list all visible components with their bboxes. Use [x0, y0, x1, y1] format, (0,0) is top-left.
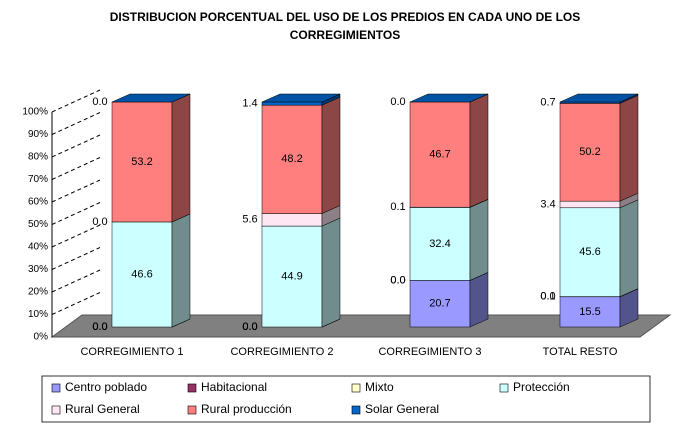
legend-swatch	[51, 383, 61, 393]
data-label: 0.0	[92, 321, 107, 333]
data-label: 0.7	[540, 97, 555, 109]
bar-top	[559, 93, 639, 103]
data-label: 1.4	[242, 97, 257, 109]
legend-label: Protección	[513, 380, 570, 394]
data-label: 53.2	[131, 156, 152, 168]
data-label: 0.1	[390, 201, 405, 213]
data-label: 0.0	[242, 321, 257, 333]
legend-box	[41, 375, 651, 423]
legend-swatch	[187, 383, 197, 393]
bar-segment	[409, 280, 471, 328]
y-tick-label: 50%	[28, 219, 48, 230]
bar-side	[321, 96, 341, 214]
legend-swatch	[499, 383, 509, 393]
grid-line	[51, 269, 101, 293]
data-label: 3.4	[540, 198, 555, 210]
x-tick-label: CORREGIMIENTO 3	[378, 346, 481, 358]
bar-side	[469, 271, 489, 328]
data-label: 0.0	[390, 274, 405, 286]
grid-line	[51, 224, 101, 248]
data-label: 48.2	[281, 153, 302, 165]
grid-line	[51, 134, 101, 158]
bar-side	[321, 217, 341, 328]
bar-segment	[409, 207, 471, 281]
legend-swatch	[51, 405, 61, 415]
y-tick-label: 70%	[28, 174, 48, 185]
bar-side	[469, 93, 489, 208]
x-tick-label: CORREGIMIENTO 1	[80, 346, 183, 358]
bar-segment	[261, 213, 323, 227]
data-label: 50.2	[579, 146, 600, 158]
y-tick-label: 20%	[28, 287, 48, 298]
y-tick-label: 90%	[28, 129, 48, 140]
data-label: 0.0	[540, 291, 555, 303]
x-tick-label: TOTAL RESTO	[543, 346, 618, 358]
data-label: 0.0	[390, 96, 405, 108]
legend-label: Centro poblado	[65, 380, 147, 394]
bar-top	[409, 93, 489, 103]
data-label: 44.9	[281, 270, 302, 282]
bar-side	[171, 93, 191, 223]
x-tick-label: CORREGIMIENTO 2	[230, 346, 333, 358]
data-label: 0.0	[242, 321, 257, 333]
bar-side	[619, 94, 639, 202]
legend-swatch	[187, 405, 197, 415]
legend-label: Rural producción	[201, 402, 292, 416]
grid-line	[51, 247, 101, 270]
data-label: 45.6	[579, 246, 600, 258]
chart-subtitle: CORREGIMIENTOS	[290, 28, 400, 42]
data-label: 5.6	[242, 214, 257, 226]
grid-line	[51, 179, 101, 203]
data-label: 46.7	[429, 148, 450, 160]
data-label: 32.4	[429, 238, 450, 250]
bar-segment	[559, 207, 621, 297]
bar-segment	[111, 221, 173, 328]
floor	[50, 314, 672, 338]
data-label: 0.0	[92, 96, 107, 108]
legend-swatch	[351, 405, 361, 415]
legend-label: Habitacional	[201, 380, 267, 394]
legend-label: Solar General	[365, 402, 439, 416]
data-label: 0.0	[242, 321, 257, 333]
bar-segment	[559, 296, 621, 328]
data-label: 20.7	[429, 298, 450, 310]
legend-label: Mixto	[365, 380, 394, 394]
data-label: 0.0	[92, 216, 107, 228]
y-tick-label: 80%	[28, 152, 48, 163]
bar-top	[111, 93, 191, 103]
data-label: 0.0	[92, 321, 107, 333]
grid-line	[51, 112, 101, 135]
y-tick-label: 100%	[22, 107, 48, 118]
y-tick-label: 30%	[28, 264, 48, 275]
bar-segment	[409, 101, 471, 208]
bar-side	[619, 199, 639, 297]
legend-label: Rural General	[65, 402, 140, 416]
bar-segment	[261, 225, 323, 328]
y-tick-label: 10%	[28, 309, 48, 320]
y-tick-label: 0%	[34, 332, 49, 343]
data-label: 0.0	[92, 321, 107, 333]
bar-segment	[261, 101, 323, 106]
chart-title: DISTRIBUCION PORCENTUAL DEL USO DE LOS P…	[110, 10, 580, 24]
bar-top	[261, 93, 341, 103]
grid-line	[51, 89, 101, 113]
data-label: 0.0	[390, 274, 405, 286]
legend-swatch	[351, 383, 361, 393]
bar-segment	[261, 104, 323, 214]
data-label: 15.5	[579, 306, 600, 318]
bar-side	[469, 199, 489, 281]
grid-line	[51, 157, 101, 180]
grid-line	[51, 202, 101, 225]
grid-line	[51, 292, 101, 315]
data-label: 0.1	[540, 291, 555, 303]
y-tick-label: 40%	[28, 242, 48, 253]
data-label: 46.6	[131, 268, 152, 280]
bar-side	[171, 213, 191, 328]
y-tick-label: 60%	[28, 197, 48, 208]
bar-segment	[559, 200, 621, 209]
